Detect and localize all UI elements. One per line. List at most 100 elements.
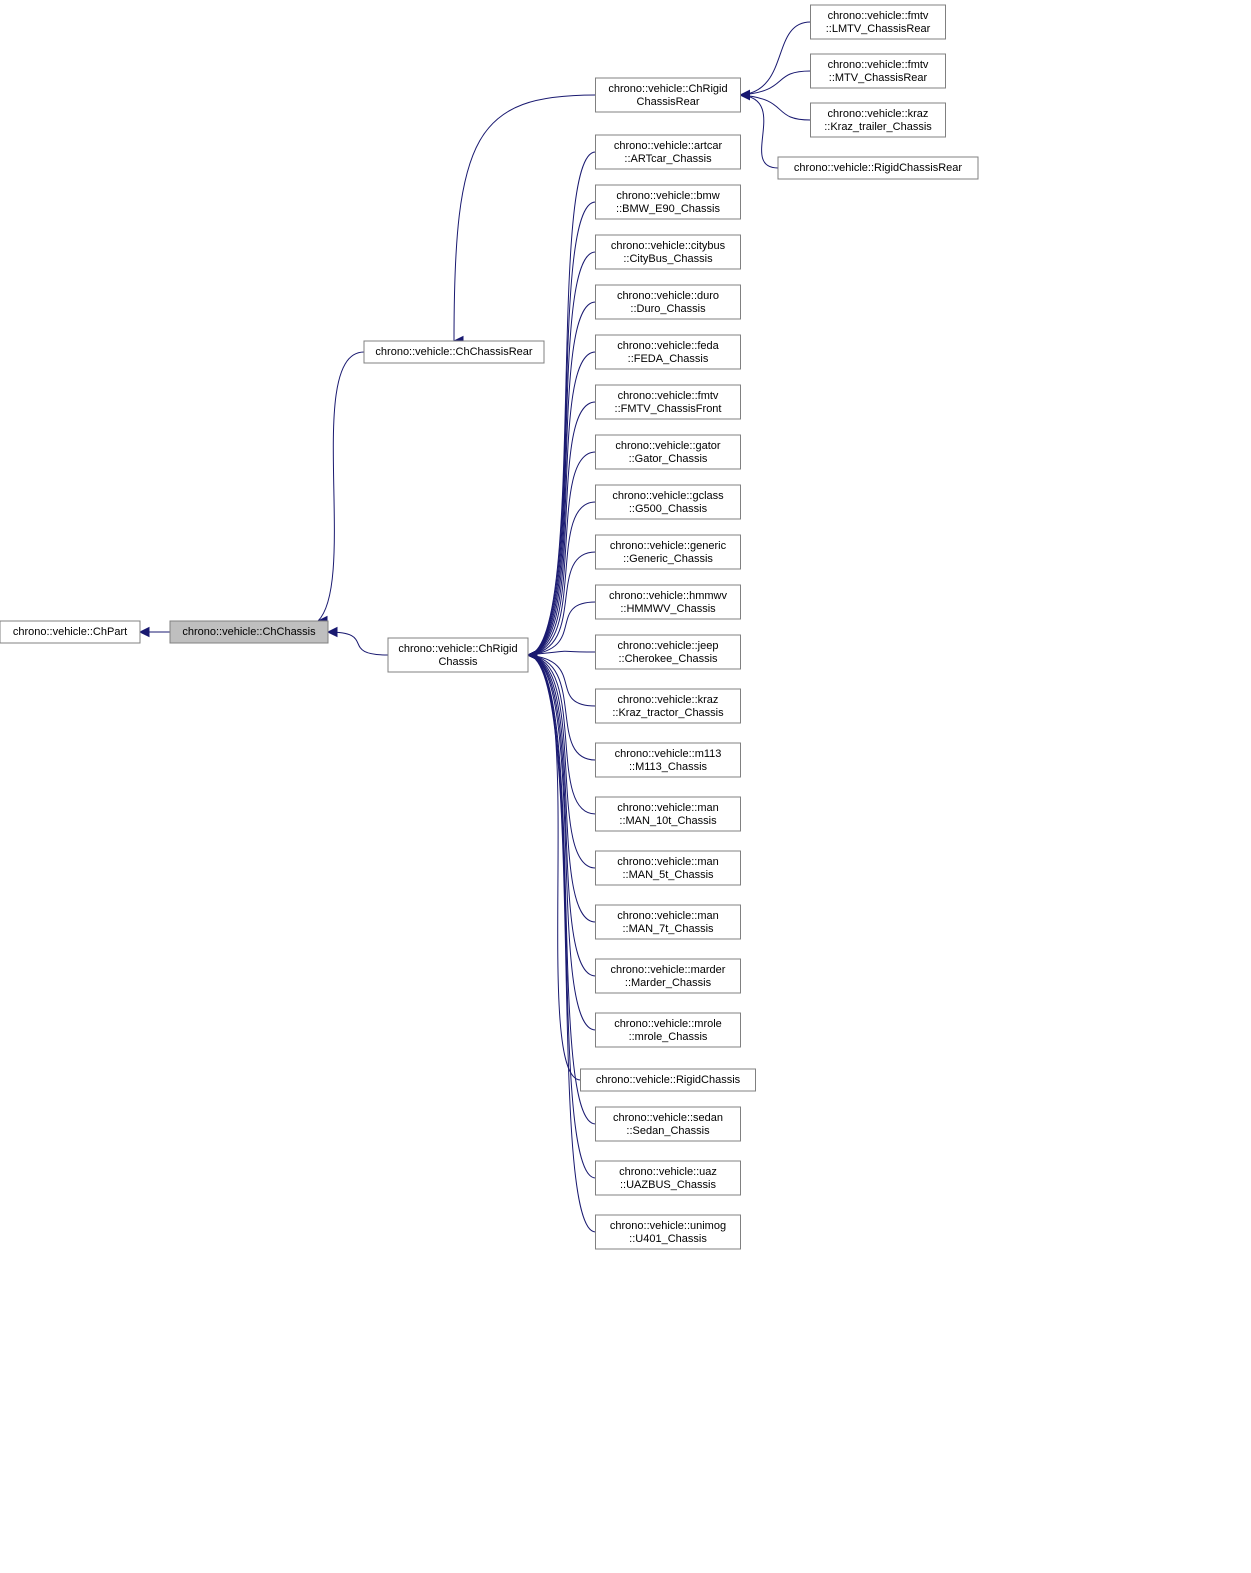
class-label: chrono::vehicle::marder (611, 964, 726, 976)
class-label: ::BMW_E90_Chassis (616, 203, 720, 215)
class-label: Chassis (438, 656, 478, 668)
class-label: ::UAZBUS_Chassis (620, 1179, 716, 1191)
class-label: ::MTV_ChassisRear (829, 72, 928, 84)
class-label: ::Gator_Chassis (629, 453, 708, 465)
class-label: ::Generic_Chassis (623, 553, 713, 565)
class-label: chrono::vehicle::ChRigid (398, 643, 517, 655)
nodes-layer: chrono::vehicle::ChPartchrono::vehicle::… (0, 5, 978, 1249)
inheritance-edge (741, 95, 811, 120)
class-node-jeep[interactable]: chrono::vehicle::jeep::Cherokee_Chassis (596, 635, 741, 669)
class-node-ChRigidChassisRear[interactable]: chrono::vehicle::ChRigidChassisRear (596, 78, 741, 112)
class-label: ::Marder_Chassis (625, 977, 712, 989)
class-label: chrono::vehicle::generic (610, 540, 727, 552)
class-label: chrono::vehicle::bmw (616, 190, 719, 202)
class-node-fmtv_MTV_ChassisRear[interactable]: chrono::vehicle::fmtv::MTV_ChassisRear (811, 54, 946, 88)
class-label: chrono::vehicle::ChPart (13, 626, 127, 638)
inheritance-edge (741, 95, 779, 168)
class-label: chrono::vehicle::man (617, 856, 719, 868)
class-label: chrono::vehicle::RigidChassisRear (794, 162, 962, 174)
inheritance-edge (528, 655, 596, 1124)
class-label: ::Kraz_trailer_Chassis (824, 121, 932, 133)
diagram-canvas: chrono::vehicle::ChPartchrono::vehicle::… (0, 0, 1251, 1573)
class-label: ::M113_Chassis (629, 761, 708, 773)
class-label: chrono::vehicle::sedan (613, 1112, 723, 1124)
class-node-ChRigidChassis[interactable]: chrono::vehicle::ChRigidChassis (388, 638, 528, 672)
inheritance-edge (741, 71, 811, 95)
class-label: ::CityBus_Chassis (623, 253, 713, 265)
class-label: ::Kraz_tractor_Chassis (612, 707, 724, 719)
class-label: chrono::vehicle::fmtv (618, 390, 719, 402)
inheritance-diagram: chrono::vehicle::ChPartchrono::vehicle::… (0, 0, 1251, 1573)
class-label: ::Sedan_Chassis (626, 1125, 710, 1137)
inheritance-edge (528, 202, 596, 655)
class-node-unimog[interactable]: chrono::vehicle::unimog::U401_Chassis (596, 1215, 741, 1249)
inheritance-edge (454, 95, 596, 341)
class-label: chrono::vehicle::feda (617, 340, 719, 352)
class-node-bmw[interactable]: chrono::vehicle::bmw::BMW_E90_Chassis (596, 185, 741, 219)
class-label: chrono::vehicle::kraz (618, 694, 719, 706)
class-label: chrono::vehicle::jeep (618, 640, 719, 652)
class-label: chrono::vehicle::gator (615, 440, 721, 452)
class-node-sedan[interactable]: chrono::vehicle::sedan::Sedan_Chassis (596, 1107, 741, 1141)
class-node-man7t[interactable]: chrono::vehicle::man::MAN_7t_Chassis (596, 905, 741, 939)
class-label: ::U401_Chassis (629, 1233, 707, 1245)
class-node-kraz_trac[interactable]: chrono::vehicle::kraz::Kraz_tractor_Chas… (596, 689, 741, 723)
class-label: ::G500_Chassis (629, 503, 708, 515)
class-node-RigidChassisRear[interactable]: chrono::vehicle::RigidChassisRear (778, 157, 978, 179)
class-node-man10t[interactable]: chrono::vehicle::man::MAN_10t_Chassis (596, 797, 741, 831)
class-node-hmmwv[interactable]: chrono::vehicle::hmmwv::HMMWV_Chassis (596, 585, 741, 619)
class-label: chrono::vehicle::man (617, 910, 719, 922)
class-node-citybus[interactable]: chrono::vehicle::citybus::CityBus_Chassi… (596, 235, 741, 269)
class-label: chrono::vehicle::fmtv (828, 59, 929, 71)
class-label: chrono::vehicle::man (617, 802, 719, 814)
class-node-gclass[interactable]: chrono::vehicle::gclass::G500_Chassis (596, 485, 741, 519)
class-label: ::LMTV_ChassisRear (826, 23, 931, 35)
class-label: chrono::vehicle::hmmwv (609, 590, 727, 602)
inheritance-edge (528, 655, 596, 760)
class-node-fmtv_front[interactable]: chrono::vehicle::fmtv::FMTV_ChassisFront (596, 385, 741, 419)
class-label: chrono::vehicle::fmtv (828, 10, 929, 22)
class-node-ChPart[interactable]: chrono::vehicle::ChPart (0, 621, 140, 643)
class-label: chrono::vehicle::ChChassis (182, 626, 316, 638)
class-label: chrono::vehicle::citybus (611, 240, 726, 252)
inheritance-edge (528, 655, 596, 1030)
class-node-fmtv_LMTV_ChassisRear[interactable]: chrono::vehicle::fmtv::LMTV_ChassisRear (811, 5, 946, 39)
class-node-feda[interactable]: chrono::vehicle::feda::FEDA_Chassis (596, 335, 741, 369)
class-label: ::Duro_Chassis (630, 303, 706, 315)
class-node-duro[interactable]: chrono::vehicle::duro::Duro_Chassis (596, 285, 741, 319)
class-node-kraz_trailer_Chassis[interactable]: chrono::vehicle::kraz::Kraz_trailer_Chas… (811, 103, 946, 137)
class-label: ::ARTcar_Chassis (624, 153, 712, 165)
class-label: chrono::vehicle::ChRigid (608, 83, 727, 95)
class-node-man5t[interactable]: chrono::vehicle::man::MAN_5t_Chassis (596, 851, 741, 885)
class-label: chrono::vehicle::ChChassisRear (375, 346, 532, 358)
class-label: ::MAN_10t_Chassis (619, 815, 717, 827)
class-node-ChChassis[interactable]: chrono::vehicle::ChChassis (170, 621, 328, 643)
class-label: chrono::vehicle::gclass (612, 490, 724, 502)
class-label: chrono::vehicle::kraz (828, 108, 929, 120)
class-label: chrono::vehicle::duro (617, 290, 719, 302)
class-label: ::mrole_Chassis (629, 1031, 708, 1043)
class-label: ChassisRear (637, 96, 700, 108)
class-label: chrono::vehicle::unimog (610, 1220, 726, 1232)
class-node-artcar[interactable]: chrono::vehicle::artcar::ARTcar_Chassis (596, 135, 741, 169)
class-node-generic[interactable]: chrono::vehicle::generic::Generic_Chassi… (596, 535, 741, 569)
class-node-m113[interactable]: chrono::vehicle::m113::M113_Chassis (596, 743, 741, 777)
class-label: ::FEDA_Chassis (628, 353, 709, 365)
class-label: ::MAN_7t_Chassis (622, 923, 714, 935)
class-label: chrono::vehicle::m113 (615, 748, 722, 760)
class-label: chrono::vehicle::RigidChassis (596, 1074, 741, 1086)
class-label: ::MAN_5t_Chassis (622, 869, 714, 881)
inheritance-edge (528, 655, 596, 1232)
class-node-gator[interactable]: chrono::vehicle::gator::Gator_Chassis (596, 435, 741, 469)
class-node-marder[interactable]: chrono::vehicle::marder::Marder_Chassis (596, 959, 741, 993)
class-label: ::Cherokee_Chassis (618, 653, 718, 665)
class-node-uaz[interactable]: chrono::vehicle::uaz::UAZBUS_Chassis (596, 1161, 741, 1195)
inheritance-edge (318, 352, 364, 621)
class-node-RigidChassis[interactable]: chrono::vehicle::RigidChassis (581, 1069, 756, 1091)
class-label: chrono::vehicle::mrole (614, 1018, 722, 1030)
class-label: ::HMMWV_Chassis (620, 603, 716, 615)
class-node-mrole[interactable]: chrono::vehicle::mrole::mrole_Chassis (596, 1013, 741, 1047)
class-label: chrono::vehicle::uaz (619, 1166, 717, 1178)
class-label: ::FMTV_ChassisFront (615, 403, 722, 415)
class-node-ChChassisRear[interactable]: chrono::vehicle::ChChassisRear (364, 341, 544, 363)
